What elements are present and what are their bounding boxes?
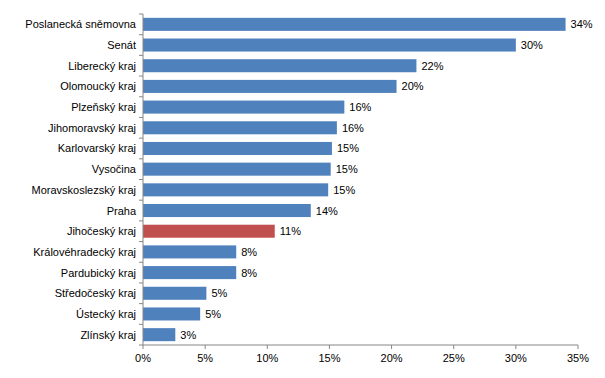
tick-label: 30% <box>505 352 527 364</box>
category-label: Jihočeský kraj <box>67 225 136 237</box>
tick-label: 25% <box>443 352 465 364</box>
category-tick <box>139 241 143 242</box>
tick-mark <box>267 345 268 349</box>
data-label: 30% <box>521 39 543 51</box>
bar <box>143 307 200 320</box>
bar <box>143 266 236 279</box>
data-label: 15% <box>336 163 358 175</box>
tick-label: 35% <box>567 352 589 364</box>
data-label: 16% <box>342 122 364 134</box>
tick-label: 10% <box>256 352 278 364</box>
tick-mark <box>329 345 330 349</box>
bar <box>143 142 332 155</box>
category-tick <box>139 262 143 263</box>
data-label: 14% <box>316 205 338 217</box>
category-tick <box>139 76 143 77</box>
category-tick <box>139 34 143 35</box>
data-label: 8% <box>241 246 257 258</box>
bar <box>143 183 328 196</box>
category-label: Ústecký kraj <box>76 308 136 320</box>
tick-label: 15% <box>318 352 340 364</box>
bar <box>143 225 275 238</box>
tick-mark <box>515 345 516 349</box>
bar <box>143 121 337 134</box>
data-label: 11% <box>280 225 301 237</box>
category-tick <box>139 282 143 283</box>
bar <box>143 287 206 300</box>
tick-mark <box>143 345 144 349</box>
tick-mark <box>578 345 579 349</box>
bar <box>143 59 416 72</box>
bar <box>143 101 344 114</box>
category-label: Plzeňský kraj <box>71 101 136 113</box>
bars <box>143 18 566 341</box>
bar <box>143 245 236 258</box>
data-label: 15% <box>333 184 355 196</box>
tick-label: 20% <box>381 352 403 364</box>
tick-label: 0% <box>135 352 151 364</box>
bar <box>143 163 331 176</box>
tick-mark <box>391 345 392 349</box>
data-label: 3% <box>180 329 196 341</box>
data-label: 8% <box>241 267 257 279</box>
data-label: 5% <box>205 308 221 320</box>
category-label: Jihomoravský kraj <box>48 122 136 134</box>
bar <box>143 204 311 217</box>
category-label: Královéhradecký kraj <box>33 246 136 258</box>
category-label: Pardubický kraj <box>61 267 136 279</box>
category-tick <box>139 158 143 159</box>
category-label: Karlovarský kraj <box>58 142 136 154</box>
category-tick <box>139 220 143 221</box>
tick-label: 5% <box>197 352 213 364</box>
value-axis <box>143 345 578 346</box>
data-label: 5% <box>211 287 227 299</box>
category-label: Středočeský kraj <box>55 287 136 299</box>
category-tick <box>139 200 143 201</box>
bar <box>143 80 397 93</box>
category-tick <box>139 324 143 325</box>
category-label: Vysočina <box>92 163 137 175</box>
category-label: Poslanecká sněmovna <box>25 18 137 30</box>
category-tick <box>139 55 143 56</box>
data-label: 15% <box>337 142 359 154</box>
category-tick <box>139 138 143 139</box>
category-label: Liberecký kraj <box>68 60 136 72</box>
category-label: Zlínský kraj <box>80 329 136 341</box>
data-label: 20% <box>402 80 424 92</box>
category-label: Moravskoslezský kraj <box>31 184 136 196</box>
category-tick <box>139 14 143 15</box>
category-tick <box>139 303 143 304</box>
tick-mark <box>205 345 206 349</box>
bar <box>143 328 175 341</box>
category-tick <box>139 96 143 97</box>
chart: 34% 30% 22% 20% 16% 16% 15% 15% 15% 14% 11% 8% 8% 5% 5… <box>0 0 605 378</box>
category-tick <box>139 345 143 346</box>
category-tick <box>139 117 143 118</box>
category-label: Olomoucký kraj <box>60 80 136 92</box>
category-label: Senát <box>107 39 136 51</box>
tick-mark <box>453 345 454 349</box>
bar <box>143 39 516 52</box>
data-label: 22% <box>421 60 443 72</box>
data-label: 34% <box>571 18 593 30</box>
bar <box>143 18 566 31</box>
category-label: Praha <box>107 205 137 217</box>
category-tick <box>139 179 143 180</box>
data-label: 16% <box>349 101 371 113</box>
